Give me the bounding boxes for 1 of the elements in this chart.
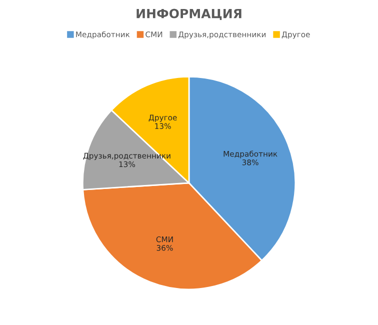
chart-title: ИНФОРМАЦИЯ (136, 8, 242, 20)
